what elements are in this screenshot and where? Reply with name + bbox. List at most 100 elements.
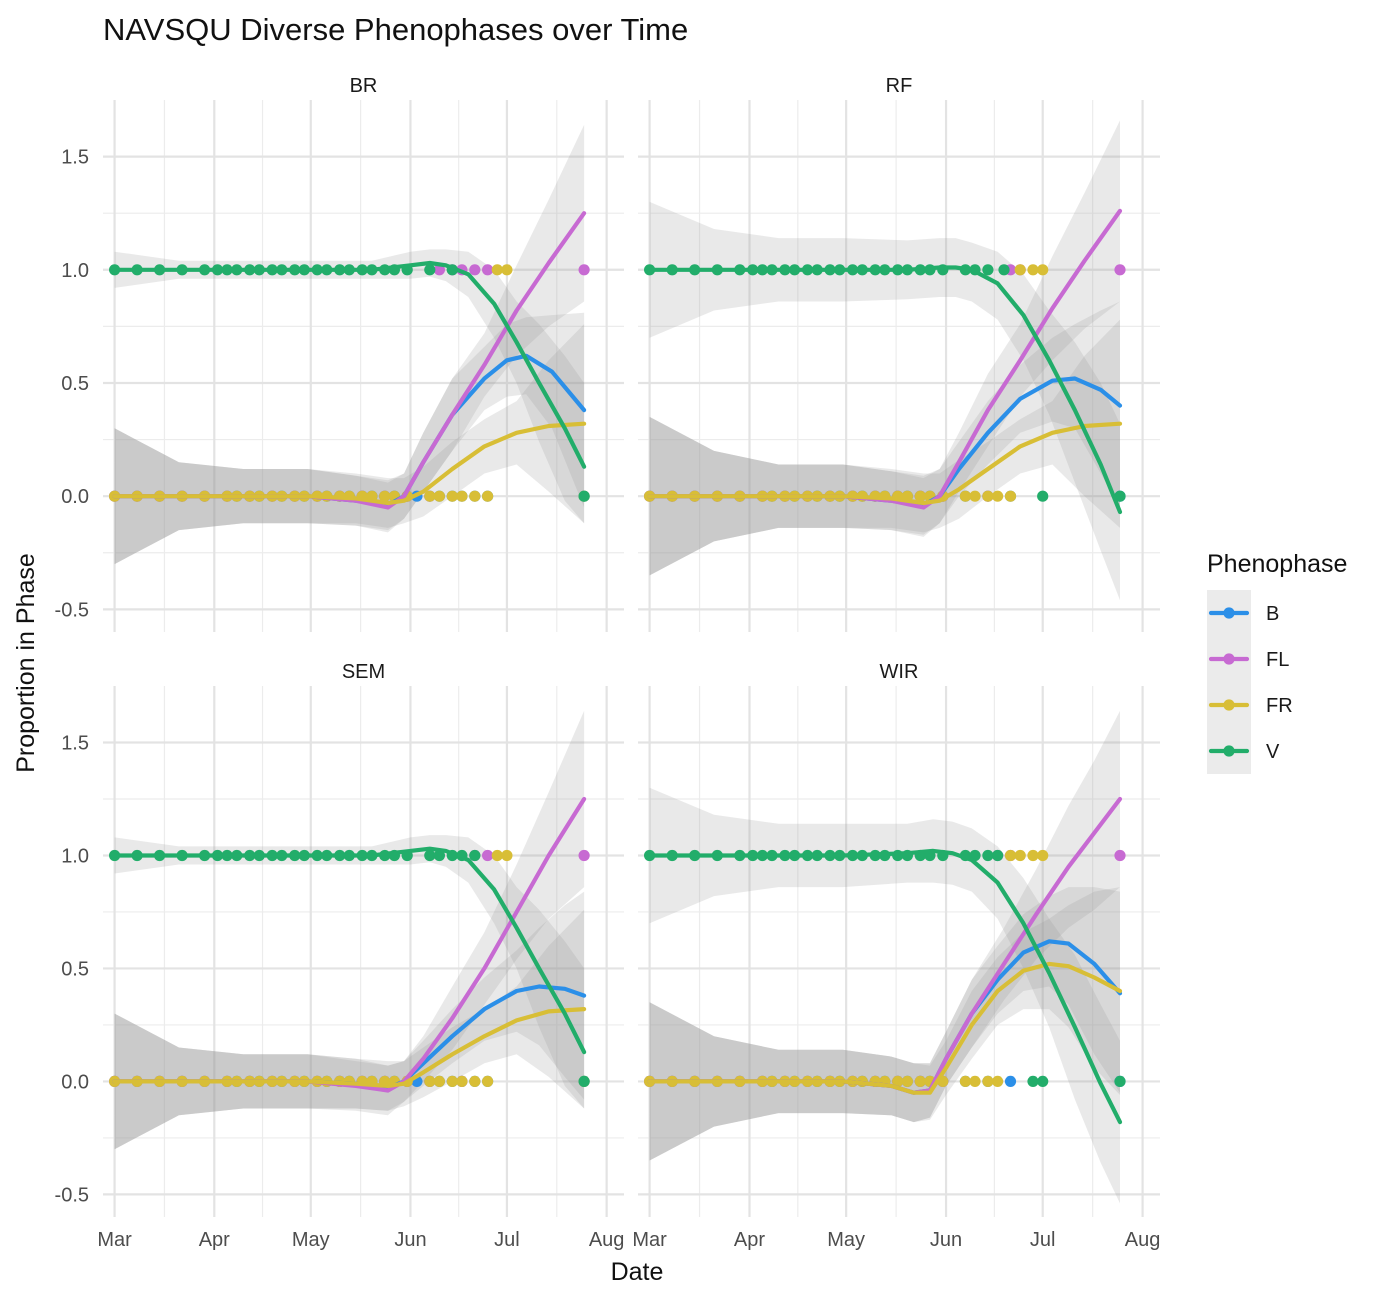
strip-label-sem: SEM [342, 661, 385, 683]
y-tick-label: -0.5 [55, 599, 89, 621]
point-fr [969, 1075, 981, 1087]
point-fr [501, 264, 513, 276]
confidence-bands [114, 124, 585, 565]
y-axis-title: Proportion in Phase [12, 553, 40, 773]
smooth-line-v [647, 265, 1123, 515]
point-v [1037, 1075, 1049, 1087]
legend-item-fl: FL [1207, 636, 1289, 682]
point-fl [1114, 849, 1126, 862]
x-tick-label: Jun [930, 1229, 962, 1251]
point-fr [1014, 849, 1026, 862]
smooth-line-v [112, 846, 587, 1055]
confidence-band-fr [649, 319, 1120, 576]
panel-rf: RF [638, 75, 1160, 632]
smooth-lines [647, 208, 1123, 515]
legend-label-b: B [1266, 603, 1279, 625]
point-fr [1027, 849, 1039, 862]
strip-label-wir: WIR [880, 661, 919, 683]
point-fr [959, 490, 972, 502]
point-fr [1014, 264, 1026, 276]
legend-point-b [1223, 607, 1235, 619]
confidence-bands [649, 710, 1120, 1204]
point-v [982, 849, 994, 862]
point-fr [456, 490, 468, 502]
x-tick-label: Jul [494, 1229, 520, 1251]
point-v [469, 849, 481, 862]
point-fr [901, 1075, 914, 1087]
point-fr [1037, 264, 1049, 276]
confidence-band-v [114, 835, 585, 1109]
strip-label-rf: RF [886, 75, 913, 97]
confidence-band-fl [649, 710, 1120, 1161]
point-fr [469, 1075, 481, 1087]
smooth-line-fr [112, 421, 587, 506]
point-v [578, 490, 590, 502]
point-fr [892, 1075, 904, 1087]
point-fr [1004, 490, 1017, 502]
legend-point-v [1223, 745, 1235, 757]
y-tick-label: 0.0 [61, 1071, 89, 1093]
legend-label-fr: FR [1266, 695, 1293, 717]
point-fr [482, 1075, 494, 1087]
legend: Phenophase B FL FR V [1207, 550, 1347, 774]
confidence-band-b [114, 891, 585, 1150]
point-v [433, 849, 445, 862]
y-tick-label: 1.5 [61, 147, 89, 169]
point-fr [969, 490, 981, 502]
point-fl [482, 264, 494, 276]
x-tick-label: May [827, 1229, 865, 1251]
confidence-band-fl [114, 124, 585, 565]
confidence-band-v [114, 249, 585, 524]
point-fr [1004, 849, 1017, 862]
legend-item-b: B [1207, 590, 1279, 636]
x-tick-label: Mar [632, 1229, 667, 1251]
x-tick-label: Aug [589, 1229, 625, 1251]
legend-point-fr [1223, 699, 1235, 711]
point-fl [578, 849, 590, 862]
point-fl [469, 264, 481, 276]
confidence-band-b [649, 301, 1120, 576]
point-fr [1027, 264, 1039, 276]
y-tick-label: 0.0 [61, 486, 89, 508]
x-tick-label: Apr [734, 1229, 765, 1251]
point-fl [1114, 264, 1126, 276]
point-fr [982, 1075, 994, 1087]
point-fl [578, 264, 590, 276]
y-tick-label: 1.0 [61, 260, 89, 282]
point-v [424, 264, 436, 276]
x-tick-label: Aug [1125, 1229, 1161, 1251]
confidence-band-fr [649, 887, 1120, 1161]
point-b [1004, 1075, 1017, 1087]
point-fl [433, 264, 445, 276]
confidence-band-fl [114, 710, 585, 1150]
x-tick-label: Mar [97, 1229, 132, 1251]
y-tick-label: 1.0 [61, 845, 89, 867]
confidence-band-b [114, 312, 585, 565]
smooth-line-fr [647, 421, 1123, 506]
point-v [982, 264, 994, 276]
point-fr [501, 849, 513, 862]
y-tick-label: 0.5 [61, 958, 89, 980]
point-fr [914, 490, 926, 502]
point-fr [914, 1075, 926, 1087]
point-v [992, 849, 1004, 862]
legend-keys: B FL FR V [1207, 590, 1293, 774]
point-fr [992, 490, 1004, 502]
legend-title: Phenophase [1207, 550, 1347, 578]
smooth-lines [112, 796, 587, 1093]
point-v [998, 264, 1010, 276]
confidence-bands [114, 710, 585, 1150]
confidence-band-b [649, 887, 1120, 1161]
confidence-band-v [649, 201, 1120, 601]
point-fr [446, 1075, 458, 1087]
point-fr [992, 1075, 1004, 1087]
y-tick-label: 1.5 [61, 732, 89, 754]
x-tick-label: Jun [394, 1229, 426, 1251]
point-v [1114, 1075, 1126, 1087]
point-fr [491, 849, 503, 862]
smooth-line-fr [647, 961, 1123, 1095]
point-fr [424, 490, 436, 502]
point-fr [1037, 849, 1049, 862]
panel-sem: SEM -0.5 0.0 0.5 1.0 1.5 Mar Apr May Jun Jul Aug [55, 661, 625, 1251]
y-tick-label: 0.5 [61, 373, 89, 395]
